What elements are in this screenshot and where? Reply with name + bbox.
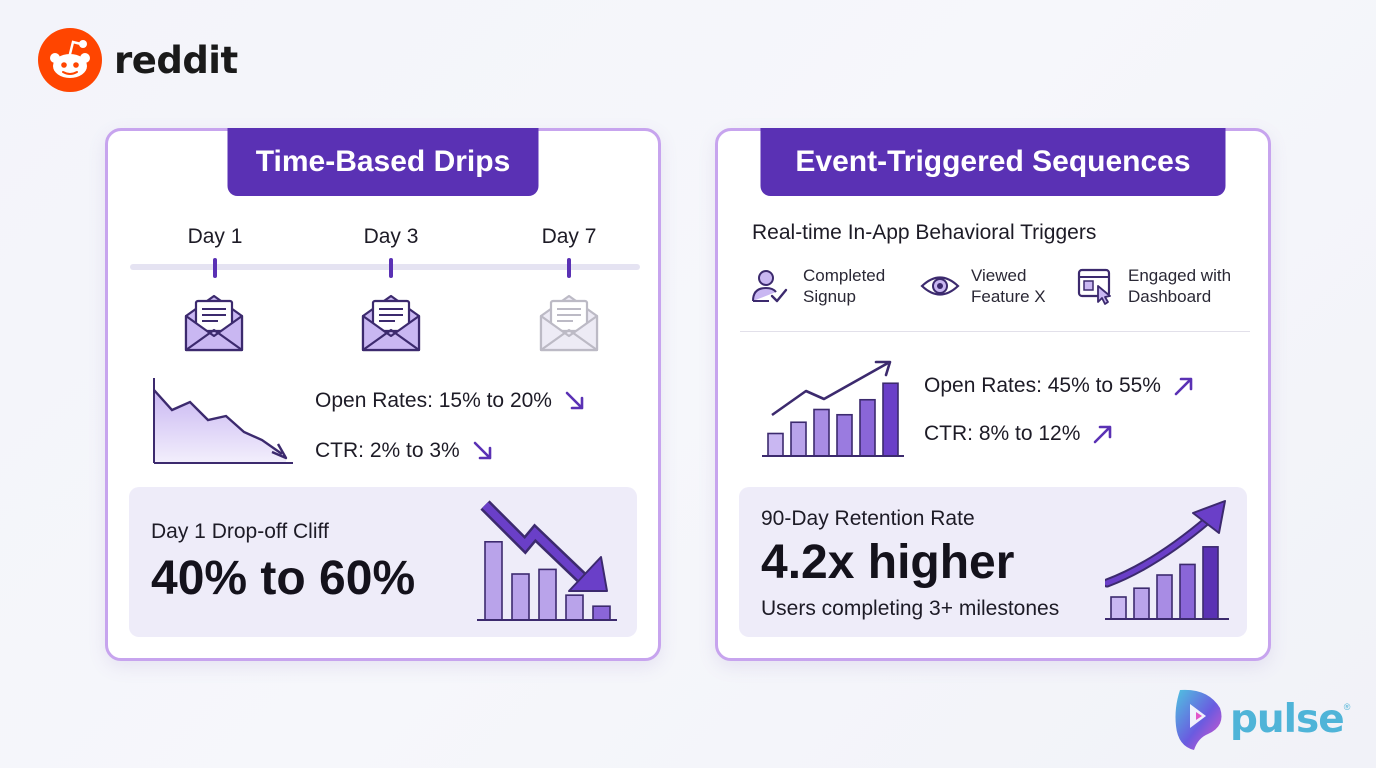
trend-up-arrow-icon bbox=[1174, 378, 1193, 396]
envelope-icon bbox=[361, 294, 421, 352]
trigger-line2: Dashboard bbox=[1128, 287, 1212, 306]
timeline-day-label: Day 3 bbox=[363, 225, 419, 248]
chart-bar bbox=[882, 382, 899, 457]
chart-bar bbox=[1133, 587, 1150, 620]
trend-down-arrow-icon bbox=[565, 392, 584, 410]
chart-bar bbox=[1110, 596, 1127, 620]
panel-subtitle: Day 1 Drop-off Cliff bbox=[151, 520, 329, 543]
trend-down-arrow-icon bbox=[473, 442, 491, 460]
metric-text: Open Rates: 45% to 55% bbox=[924, 374, 1161, 397]
trigger-line2: Signup bbox=[803, 287, 856, 306]
retention-growth-chart bbox=[1105, 500, 1229, 620]
timeline-track bbox=[130, 258, 640, 278]
chart-bar bbox=[767, 432, 784, 457]
reddit-logo: reddit bbox=[38, 28, 238, 92]
chart-bar bbox=[813, 408, 830, 457]
trigger-item: Completed Signup bbox=[751, 265, 885, 307]
chart-bar bbox=[859, 398, 876, 457]
metric-text: Open Rates: 15% to 20% bbox=[315, 389, 552, 412]
faded-envelope-icon bbox=[539, 294, 599, 352]
chart-bar bbox=[1202, 546, 1219, 620]
trend-up-arrow-icon bbox=[1093, 426, 1112, 444]
trigger-item: Viewed Feature X bbox=[920, 265, 1046, 307]
declining-open-rate-chart bbox=[153, 378, 293, 464]
metric-text: CTR: 2% to 3% bbox=[315, 439, 460, 462]
section-divider bbox=[740, 331, 1250, 332]
chart-bar bbox=[511, 573, 530, 621]
metric-open-rates: Open Rates: 15% to 20% bbox=[315, 389, 586, 413]
metric-ctr: CTR: 8% to 12% bbox=[924, 422, 1114, 446]
panel-subtitle: 90-Day Retention Rate bbox=[761, 507, 975, 530]
chart-bar bbox=[1179, 563, 1196, 620]
trigger-line1: Engaged with bbox=[1128, 266, 1232, 285]
trigger-line1: Viewed bbox=[971, 266, 1027, 285]
card-title: Event-Triggered Sequences bbox=[760, 128, 1226, 196]
event-triggered-sequences-card: Event-Triggered Sequences Real-time In-A… bbox=[715, 128, 1271, 661]
pulse-mark-icon bbox=[1175, 689, 1222, 750]
chart-bar bbox=[565, 594, 584, 621]
dashboard-click-icon bbox=[1077, 268, 1111, 305]
timeline-day-label: Day 1 bbox=[187, 225, 243, 248]
drop-off-panel: Day 1 Drop-off Cliff 40% to 60% bbox=[129, 487, 637, 637]
chart-bar bbox=[790, 421, 807, 457]
timeline-day-label: Day 7 bbox=[541, 225, 597, 248]
metric-ctr: CTR: 2% to 3% bbox=[315, 439, 494, 463]
pulse-logo: pulse ® bbox=[1172, 686, 1350, 752]
chart-bar bbox=[538, 568, 557, 621]
reddit-wordmark: reddit bbox=[114, 38, 238, 82]
reddit-snoo-icon bbox=[38, 28, 102, 92]
trigger-item: Engaged with Dashboard bbox=[1076, 265, 1231, 307]
chart-bar bbox=[592, 605, 611, 621]
triggers-subtitle: Real-time In-App Behavioral Triggers bbox=[752, 221, 1097, 244]
envelope-icon bbox=[184, 294, 244, 352]
panel-headline: 4.2x higher bbox=[761, 536, 1015, 589]
trigger-line1: Completed bbox=[803, 266, 886, 285]
chart-bar bbox=[1156, 574, 1173, 620]
pulse-wordmark: pulse bbox=[1230, 696, 1345, 742]
growth-bar-chart bbox=[762, 360, 904, 457]
metric-text: CTR: 8% to 12% bbox=[924, 422, 1081, 445]
trigger-line2: Feature X bbox=[971, 287, 1046, 306]
card-title: Time-Based Drips bbox=[227, 128, 539, 196]
registered-mark: ® bbox=[1343, 702, 1351, 712]
chart-bar bbox=[836, 413, 853, 457]
time-based-drips-card: Time-Based Drips Day 1 Day 3 Day 7 bbox=[105, 128, 661, 661]
chart-bar bbox=[484, 540, 503, 621]
metric-open-rates: Open Rates: 45% to 55% bbox=[924, 374, 1195, 398]
panel-note: Users completing 3+ milestones bbox=[761, 597, 1060, 620]
panel-headline: 40% to 60% bbox=[151, 552, 416, 605]
user-check-icon bbox=[752, 270, 788, 303]
drop-off-bar-chart bbox=[477, 500, 617, 621]
retention-panel: 90-Day Retention Rate 4.2x higher Users … bbox=[739, 487, 1247, 637]
eye-icon bbox=[920, 276, 960, 296]
